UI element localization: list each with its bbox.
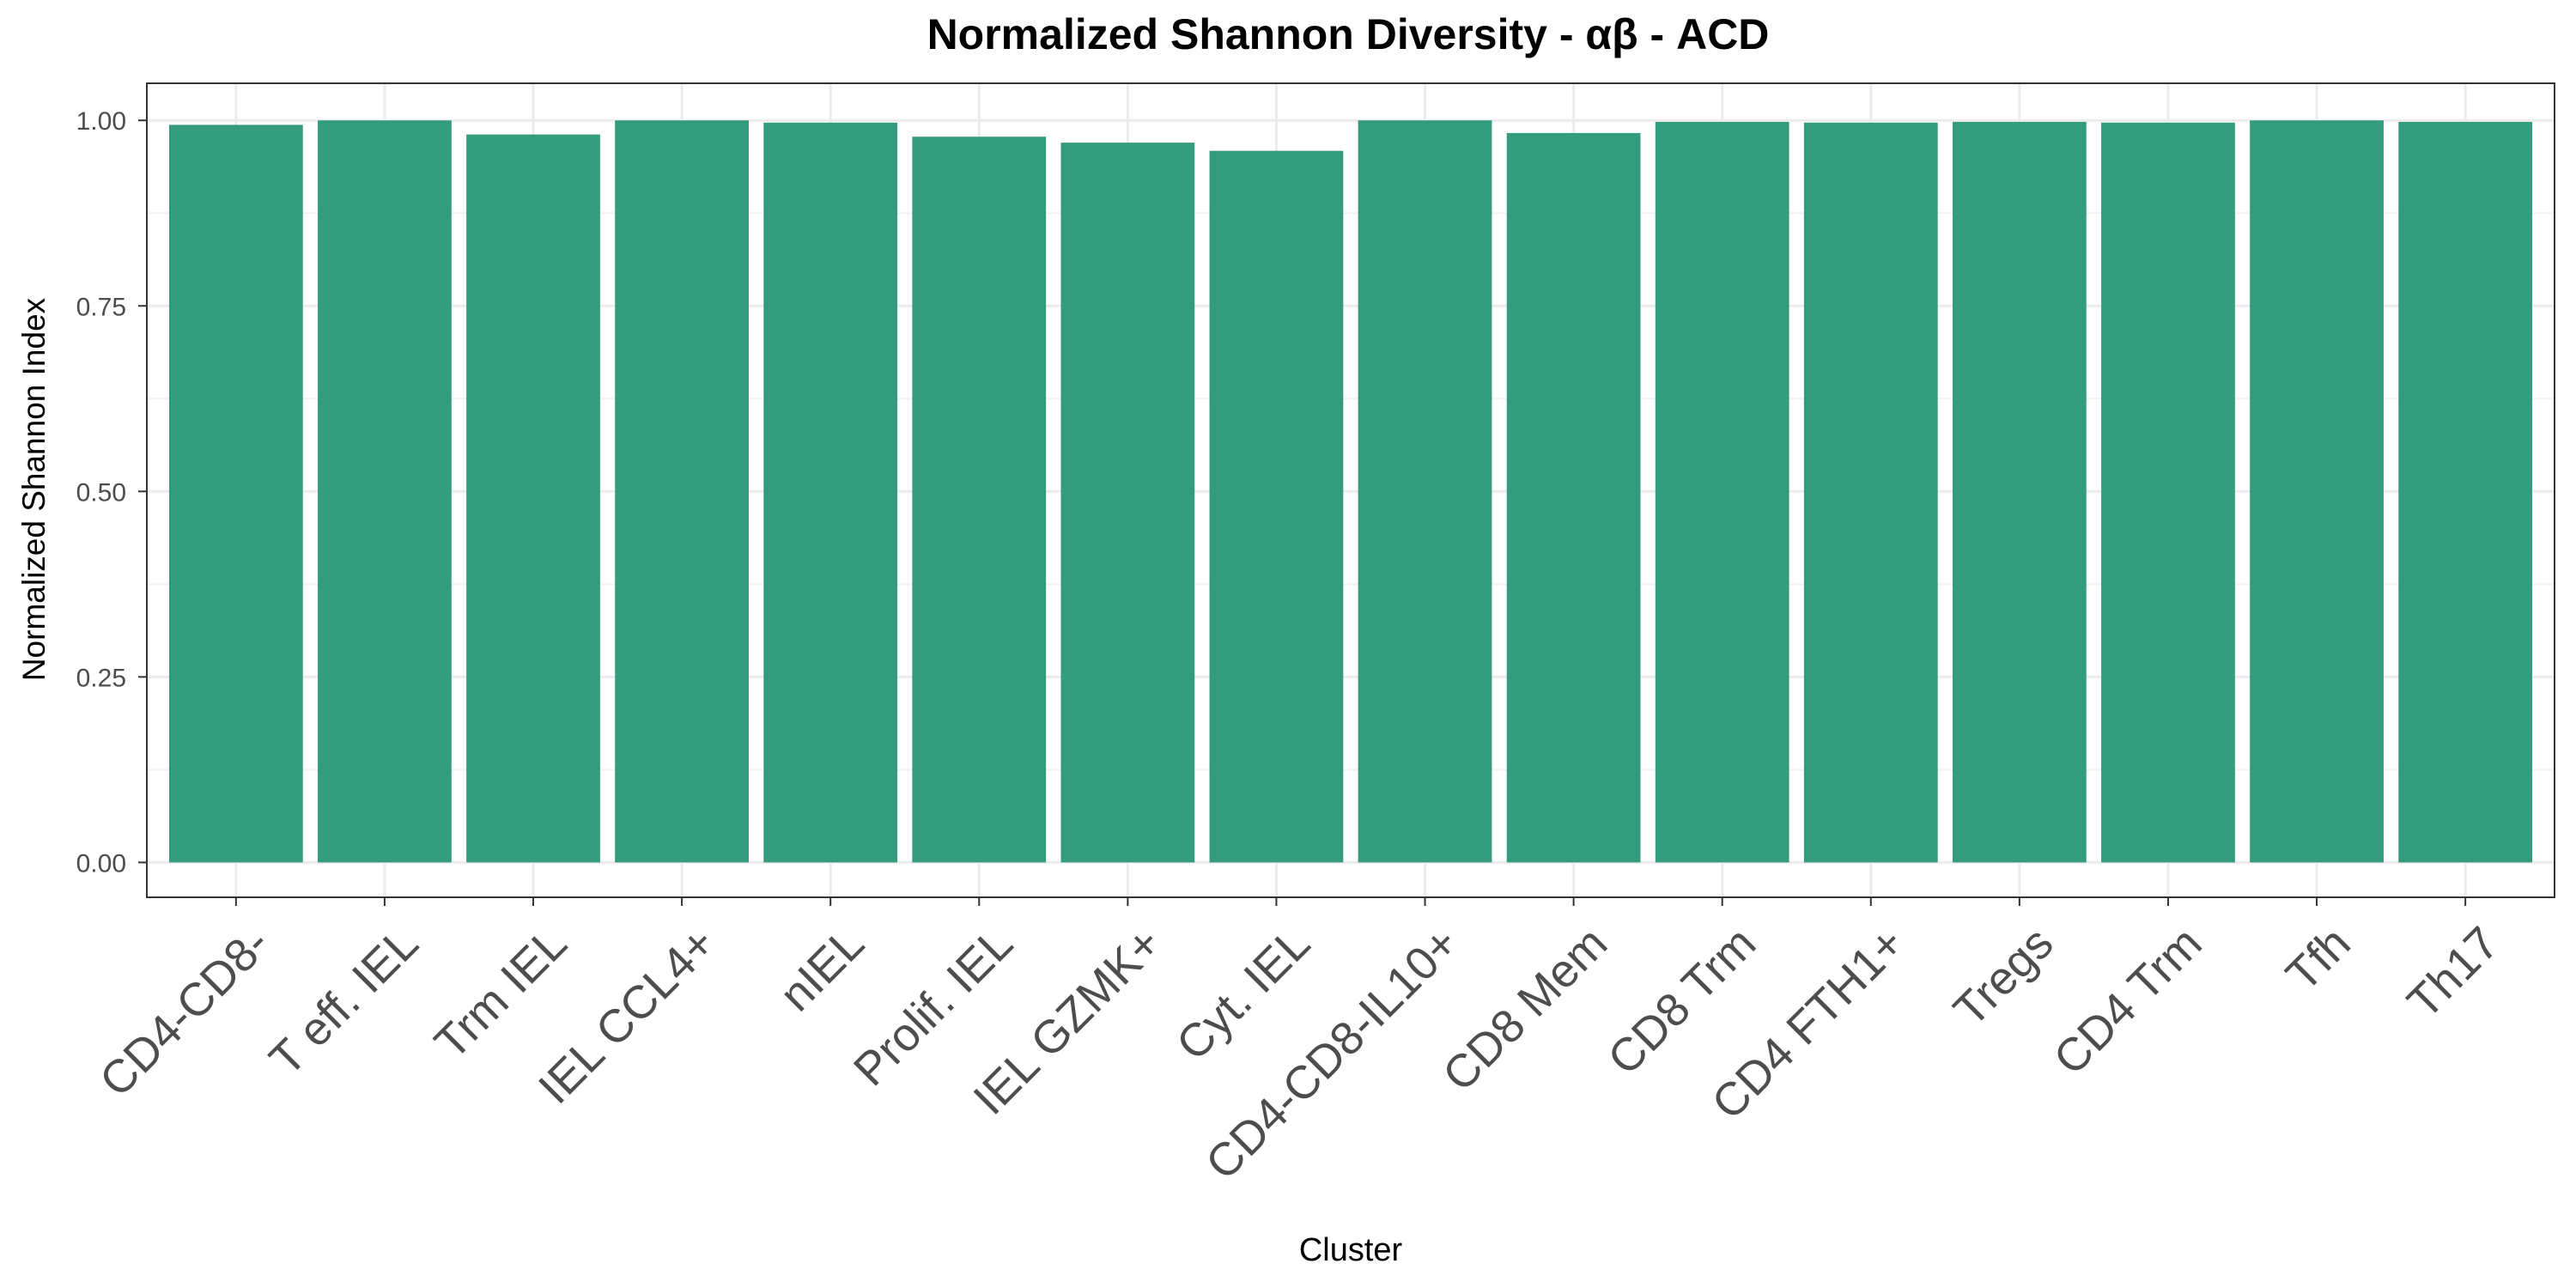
- x-tick-label: CD4-CD8-IL10+: [1196, 917, 1468, 1189]
- bars: [168, 120, 2533, 863]
- y-axis-ticks: 0.00 0.25 0.50 0.75 1.00: [76, 107, 147, 878]
- bar: [168, 125, 303, 863]
- x-tick-label: nIEL: [770, 917, 874, 1021]
- plot-panel-border: [146, 82, 2555, 898]
- bar: [1655, 121, 1789, 863]
- bar: [912, 137, 1047, 863]
- chart-title: Normalized Shannon Diversity - αβ - ACD: [927, 10, 1770, 58]
- bar: [466, 134, 600, 863]
- bar: [1953, 121, 2087, 863]
- x-tick-label: CD8 Mem: [1433, 917, 1617, 1101]
- y-tick-label: 0.50: [76, 478, 126, 507]
- bar: [763, 122, 898, 863]
- x-tick-label: Tfh: [2276, 917, 2360, 1001]
- bar: [1209, 150, 1344, 863]
- x-tick-label: Tregs: [1944, 917, 2063, 1036]
- bar: [1803, 122, 1938, 863]
- bar: [1060, 143, 1195, 863]
- x-tick-label: CD4-CD8-: [90, 917, 280, 1107]
- x-tick-label: Cyt. IEL: [1167, 917, 1320, 1070]
- y-tick-label: 0.00: [76, 849, 126, 878]
- x-tick-label: T eff. IEL: [260, 917, 428, 1085]
- bar: [318, 120, 452, 863]
- bar: [1506, 132, 1641, 863]
- x-tick-label: Trm IEL: [425, 917, 577, 1069]
- x-tick-label: Th17: [2397, 917, 2508, 1028]
- x-tick-label: CD4 Trm: [2044, 917, 2211, 1084]
- x-axis-title: Cluster: [1299, 1232, 1403, 1268]
- bar: [1358, 120, 1492, 863]
- y-tick-label: 0.25: [76, 664, 126, 692]
- y-tick-label: 1.00: [76, 107, 126, 136]
- bar: [2398, 121, 2533, 863]
- y-axis-title: Normalized Shannon Index: [16, 297, 52, 681]
- bar: [2101, 122, 2235, 863]
- y-tick-label: 0.75: [76, 293, 126, 321]
- bar: [2250, 120, 2384, 863]
- bar: [615, 120, 749, 863]
